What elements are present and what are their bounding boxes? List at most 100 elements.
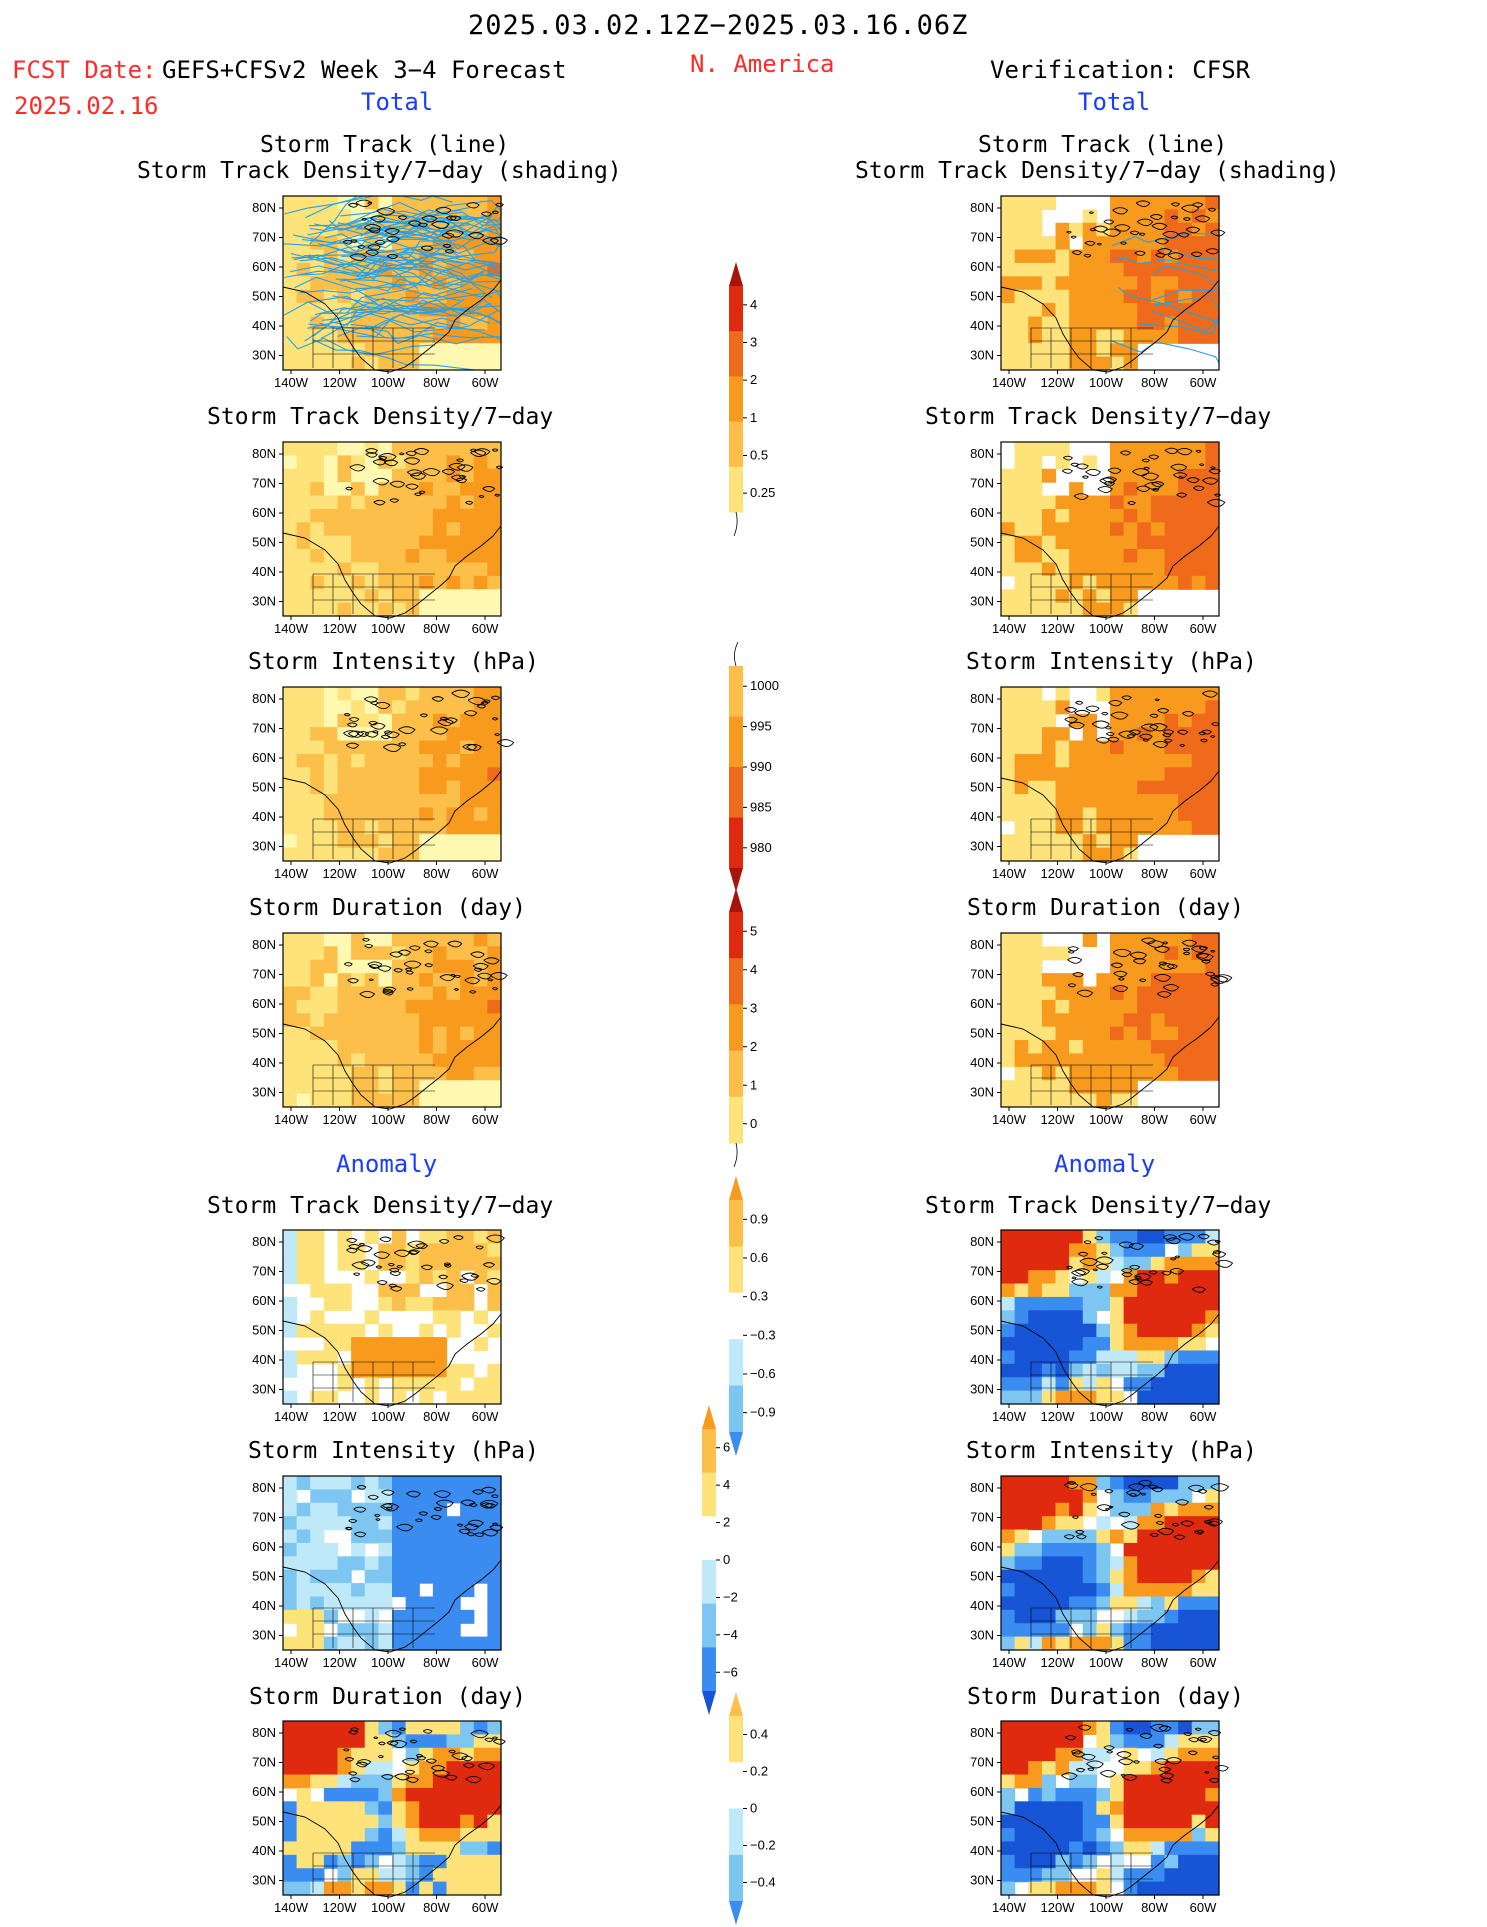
field-cell (1178, 575, 1193, 590)
island-outline (1075, 463, 1089, 470)
island-outline (1092, 1268, 1099, 1272)
field-cell (378, 1596, 393, 1611)
field-cell (432, 1636, 448, 1651)
field-cell (378, 820, 393, 835)
field-cell (296, 455, 311, 470)
field-cell (1014, 946, 1029, 961)
field-cell (296, 575, 311, 590)
field-cell (296, 1609, 311, 1624)
field-cell (1055, 549, 1070, 564)
island-outline (1112, 207, 1129, 215)
field-cell (296, 820, 311, 835)
field-cell (487, 1390, 502, 1405)
field-cell (432, 1801, 448, 1816)
state-borders (312, 818, 435, 859)
field-cell (1164, 740, 1179, 755)
island-outline (1158, 961, 1168, 966)
field-cell (310, 1256, 325, 1271)
field-cell (310, 316, 325, 331)
field-cell (1191, 1310, 1206, 1325)
field-cell (283, 1854, 298, 1869)
field-cell (419, 1093, 434, 1108)
field-cell (1014, 455, 1029, 470)
field-cell (364, 356, 379, 371)
field-cell (392, 834, 407, 849)
field-cell (1110, 562, 1125, 577)
field-cell (310, 713, 325, 728)
field-cell (1096, 1569, 1111, 1584)
field-cell (364, 753, 379, 768)
field-cell (1137, 549, 1152, 564)
island-outline (349, 1777, 361, 1783)
field-cell (1205, 794, 1220, 809)
field-cell (323, 196, 339, 210)
field-cell (283, 1323, 298, 1338)
field-cell (1150, 1747, 1166, 1762)
island-outline (1132, 958, 1147, 965)
lon-label: 60W (1190, 1112, 1217, 1127)
field-cell (1055, 753, 1070, 768)
field-cell (283, 1841, 298, 1856)
field-cell (283, 1721, 298, 1735)
lat-label: 80N (252, 1480, 276, 1495)
field-cell (432, 794, 448, 809)
field-cell (446, 1283, 461, 1298)
field-cell (473, 1516, 488, 1531)
field-cell (1110, 1066, 1125, 1081)
lat-label: 70N (970, 967, 994, 982)
field-cell (1191, 986, 1206, 1001)
field-cell (1191, 794, 1206, 809)
field-cell (323, 973, 339, 988)
island-outline (364, 944, 374, 949)
island-outline (372, 730, 379, 734)
island-outline (1206, 1518, 1224, 1526)
field-cell (1041, 753, 1057, 768)
field-cell (432, 455, 448, 470)
field-cell (1191, 303, 1206, 318)
island-outline (1138, 1479, 1153, 1487)
island-outline (1162, 230, 1179, 239)
field-cell (487, 807, 502, 822)
island-outline (1183, 1731, 1193, 1737)
field-cell (1069, 602, 1084, 617)
island-outline (1102, 228, 1122, 237)
island-outline (357, 1759, 372, 1766)
field-cell (1055, 727, 1070, 742)
field-cell (1055, 700, 1070, 715)
field-cell (1041, 1013, 1057, 1028)
island-outline (1078, 1251, 1089, 1257)
field-cell (460, 522, 475, 537)
field-cell (1082, 740, 1097, 755)
field-cell (364, 1377, 379, 1392)
field-cell (310, 602, 325, 617)
field-cell (323, 455, 339, 470)
island-outline (423, 940, 439, 948)
field-cell (1055, 1053, 1070, 1068)
colorbar-tail (733, 1142, 738, 1168)
field-cell (446, 999, 461, 1014)
field-cell (432, 1761, 448, 1776)
map-frame (1000, 686, 1220, 862)
field-cell (283, 196, 298, 210)
storm-track (340, 200, 502, 217)
field-cell (1055, 289, 1070, 304)
field-cell (405, 740, 420, 755)
field-cell (283, 1569, 298, 1584)
field-cell (1164, 820, 1179, 835)
field-cell (1014, 1623, 1029, 1638)
island-outline (464, 977, 481, 985)
field-cell (1137, 1296, 1152, 1311)
field-cell (378, 973, 393, 988)
lat-label: 80N (252, 1234, 276, 1249)
field-cell (405, 973, 420, 988)
field-cell (487, 946, 502, 961)
state-borders (1030, 1064, 1153, 1105)
island-outline (472, 1489, 484, 1495)
field-cell (487, 687, 502, 701)
field-cell (378, 1080, 393, 1095)
field-cell (419, 602, 434, 617)
field-cell (1164, 1569, 1179, 1584)
coastlines (1000, 937, 1233, 1110)
island-outline (1107, 736, 1120, 743)
field-cell (1041, 1516, 1057, 1531)
